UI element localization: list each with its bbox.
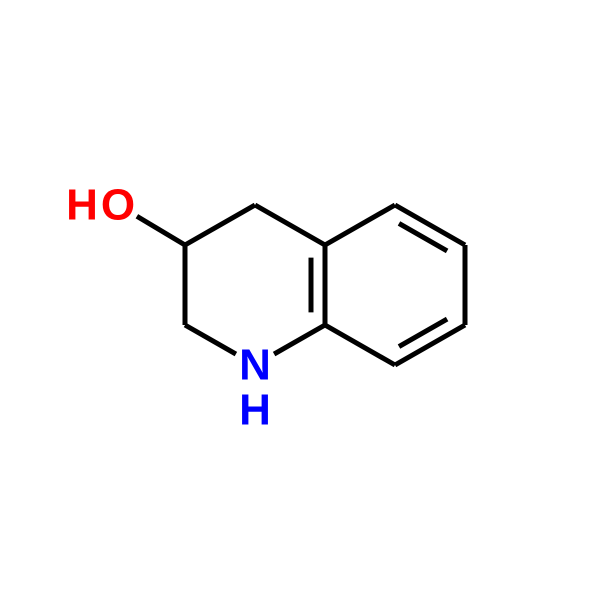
- bond-line: [399, 319, 447, 346]
- atom-label-HO_O: O: [101, 181, 135, 230]
- bond-line: [255, 205, 325, 245]
- bond-line: [325, 205, 395, 245]
- bond-line: [399, 223, 447, 250]
- bond-line: [274, 325, 325, 354]
- atom-label-NH: H: [239, 386, 271, 435]
- molecule-diagram: HONH: [0, 0, 600, 600]
- bond-line: [325, 325, 395, 365]
- bond-line: [185, 325, 236, 354]
- bond-line: [137, 216, 185, 245]
- bond-line: [185, 205, 255, 245]
- atom-label-HO_H: H: [66, 181, 98, 230]
- atom-label-N: N: [239, 341, 271, 390]
